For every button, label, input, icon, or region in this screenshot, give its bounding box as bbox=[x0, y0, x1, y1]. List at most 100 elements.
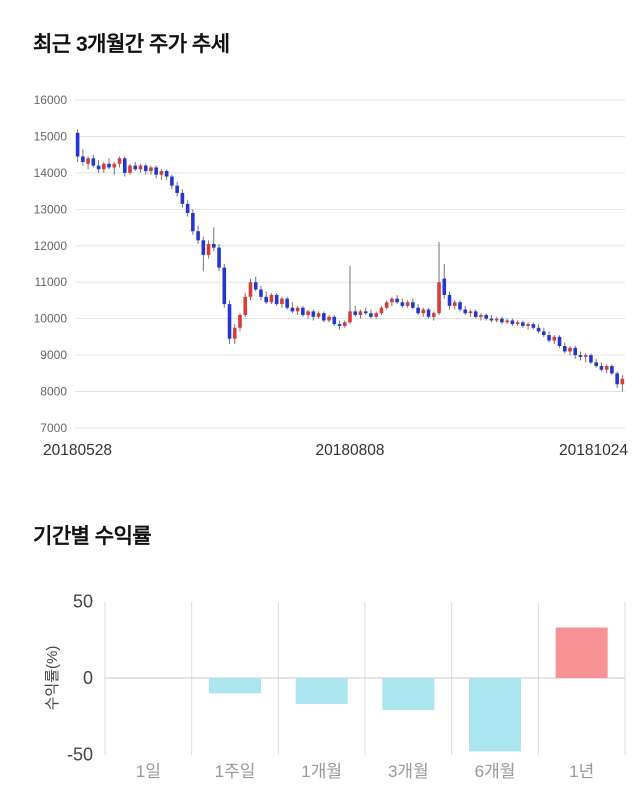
candle-body bbox=[568, 347, 572, 352]
returns-chart-title: 기간별 수익률 bbox=[33, 525, 152, 548]
candle-body bbox=[421, 309, 426, 314]
candle-body bbox=[269, 294, 274, 303]
y-tick-label: 11000 bbox=[35, 275, 68, 289]
y-axis-title: 수익률(%) bbox=[44, 646, 61, 711]
candle-body bbox=[81, 156, 85, 162]
candle-body bbox=[222, 267, 227, 305]
candle-body bbox=[369, 313, 373, 317]
return-bar bbox=[209, 678, 261, 694]
candle-body bbox=[447, 294, 452, 306]
candle-body bbox=[489, 318, 494, 321]
candle-body bbox=[280, 298, 284, 305]
candle-body bbox=[86, 158, 90, 164]
y-tick-label: 16000 bbox=[34, 93, 68, 107]
category-label: 1일 bbox=[136, 762, 161, 781]
candle-body bbox=[390, 298, 394, 303]
candle-body bbox=[473, 311, 478, 317]
candle-body bbox=[531, 324, 536, 328]
category-label: 6개월 bbox=[475, 762, 516, 781]
candle-body bbox=[274, 294, 279, 305]
candle-body bbox=[604, 366, 609, 370]
y-tick-label: -50 bbox=[67, 745, 93, 765]
x-tick-label: 20180808 bbox=[316, 442, 385, 459]
candle-body bbox=[332, 316, 337, 325]
candle-body bbox=[122, 158, 127, 173]
candle-body bbox=[185, 203, 190, 213]
y-tick-label: 12000 bbox=[34, 239, 68, 253]
candle-body bbox=[510, 320, 515, 325]
candle-body bbox=[620, 378, 625, 385]
y-tick-label: 14000 bbox=[34, 166, 68, 180]
candle-body bbox=[342, 322, 347, 326]
candle-body bbox=[599, 366, 604, 370]
return-bar bbox=[469, 678, 521, 752]
candle-body bbox=[253, 282, 258, 290]
candle-body bbox=[311, 311, 316, 317]
candle-body bbox=[107, 163, 111, 168]
price-chart-title: 최근 3개월간 주가 추세 bbox=[33, 33, 230, 56]
candle-body bbox=[264, 296, 268, 303]
x-tick-label: 20181024 bbox=[559, 442, 628, 459]
candle-body bbox=[348, 311, 352, 323]
y-tick-label: 9000 bbox=[40, 348, 67, 362]
candle-body bbox=[133, 165, 138, 170]
candle-body bbox=[505, 320, 509, 323]
candle-body bbox=[468, 311, 473, 314]
y-tick-label: 0 bbox=[83, 668, 93, 688]
candle-body bbox=[180, 192, 185, 204]
candle-body bbox=[536, 327, 541, 332]
candle-body bbox=[463, 309, 468, 314]
candle-body bbox=[91, 158, 96, 166]
candle-body bbox=[316, 313, 321, 317]
candle-body bbox=[143, 165, 148, 172]
candle-body bbox=[542, 331, 546, 336]
candle-body bbox=[479, 315, 483, 317]
candle-body bbox=[432, 313, 436, 317]
candle-body bbox=[358, 311, 363, 316]
candle-body bbox=[149, 167, 153, 172]
candle-body bbox=[526, 324, 530, 326]
candle-body bbox=[337, 324, 342, 326]
return-bar bbox=[555, 627, 608, 678]
y-tick-label: 50 bbox=[73, 592, 93, 612]
candle-body bbox=[615, 373, 619, 385]
candle-body bbox=[500, 318, 504, 323]
candle-body bbox=[416, 307, 420, 314]
y-tick-label: 13000 bbox=[34, 202, 68, 216]
candle-body bbox=[212, 243, 216, 248]
candle-body bbox=[557, 336, 562, 346]
candle-body bbox=[547, 335, 551, 341]
candle-body bbox=[411, 302, 415, 308]
y-tick-label: 7000 bbox=[40, 421, 67, 435]
candle-body bbox=[395, 298, 399, 303]
candle-body bbox=[583, 355, 588, 357]
candle-body bbox=[363, 311, 368, 314]
candle-body bbox=[484, 315, 488, 319]
candle-body bbox=[327, 316, 331, 321]
y-tick-label: 15000 bbox=[34, 129, 68, 143]
candle-body bbox=[374, 313, 378, 317]
candle-body bbox=[217, 247, 221, 268]
category-label: 1개월 bbox=[301, 762, 342, 781]
candle-body bbox=[578, 355, 583, 357]
candle-body bbox=[301, 307, 305, 316]
candle-body bbox=[96, 165, 101, 170]
candle-body bbox=[552, 336, 557, 341]
candle-body bbox=[458, 302, 462, 310]
candle-body bbox=[437, 282, 441, 314]
candle-body bbox=[384, 302, 389, 308]
candle-body bbox=[290, 307, 295, 312]
candle-body bbox=[452, 302, 457, 306]
candle-body bbox=[112, 163, 117, 168]
candle-body bbox=[589, 355, 593, 363]
candle-body bbox=[138, 165, 143, 170]
candle-body bbox=[164, 171, 169, 177]
candle-body bbox=[191, 212, 195, 232]
candle-body bbox=[353, 311, 358, 316]
candle-body bbox=[175, 185, 179, 193]
candle-body bbox=[594, 362, 598, 367]
candle-body bbox=[379, 307, 384, 314]
candle-body bbox=[515, 322, 520, 325]
candle-body bbox=[285, 298, 289, 308]
candle-body bbox=[128, 165, 132, 173]
